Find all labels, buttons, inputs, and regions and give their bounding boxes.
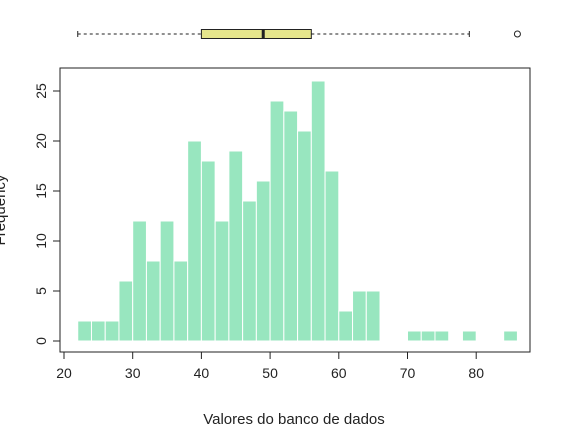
histogram-bar <box>200 160 216 342</box>
histogram-bar <box>173 260 189 342</box>
x-tick-label: 60 <box>331 365 347 381</box>
y-tick-label: 0 <box>33 337 49 345</box>
histogram-bar <box>255 180 271 342</box>
y-tick-label: 10 <box>33 233 49 249</box>
x-tick-label: 40 <box>194 365 210 381</box>
histogram-bar <box>269 100 285 342</box>
y-tick-label: 5 <box>33 287 49 295</box>
histogram-bar <box>407 330 422 342</box>
x-tick-label: 20 <box>56 365 72 381</box>
x-tick-label: 70 <box>400 365 416 381</box>
y-tick-label: 15 <box>33 183 49 199</box>
boxplot <box>77 29 521 39</box>
histogram-bar <box>118 280 134 342</box>
histogram-bar <box>90 320 106 342</box>
x-axis: 20 30 40 50 60 70 80 <box>56 351 484 381</box>
histogram-bar <box>104 320 120 342</box>
histogram-bar <box>310 80 326 342</box>
histogram-bar <box>434 330 450 342</box>
histogram-bar <box>145 260 161 342</box>
histogram-bar <box>297 130 312 342</box>
histogram-bar <box>159 220 175 342</box>
y-tick-label: 20 <box>33 133 49 149</box>
histogram-bar <box>77 320 92 342</box>
x-axis-title: Valores do banco de dados <box>203 411 385 428</box>
histogram-bar <box>420 330 436 342</box>
histogram-bar <box>132 220 147 342</box>
histogram-bar <box>338 310 354 342</box>
y-axis: 0 5 10 15 20 25 <box>33 83 61 345</box>
boxplot-outlier <box>513 30 521 38</box>
x-tick-label: 80 <box>468 365 484 381</box>
histogram-bar <box>352 290 367 342</box>
x-tick-label: 30 <box>125 365 141 381</box>
histogram-bar <box>461 330 477 342</box>
histogram-bar <box>365 290 381 342</box>
histogram-bar <box>214 220 230 342</box>
histogram-bar <box>503 330 518 342</box>
x-tick-label: 50 <box>262 365 278 381</box>
histogram-bar <box>242 200 257 342</box>
y-axis-title: Frequency <box>0 174 9 245</box>
histogram-bar <box>187 140 202 342</box>
histogram-bars <box>77 80 518 342</box>
histogram-bar <box>283 110 299 342</box>
histogram-bar <box>228 150 244 342</box>
histogram-bar <box>324 170 340 342</box>
boxplot-box <box>200 29 312 39</box>
y-tick-label: 25 <box>33 83 49 99</box>
